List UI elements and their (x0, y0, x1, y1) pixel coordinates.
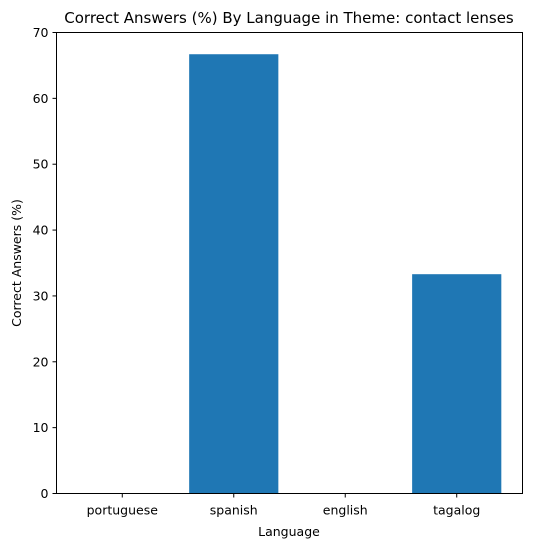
y-axis: 0 10 20 30 40 50 60 70 (33, 25, 57, 501)
y-tick-label: 20 (33, 354, 49, 369)
x-tick-label: portuguese (87, 503, 159, 518)
x-axis-label: Language (258, 524, 320, 539)
y-tick-label: 40 (33, 223, 49, 238)
x-tick-label: english (323, 503, 368, 518)
y-tick-label: 0 (41, 486, 49, 501)
y-tick-label: 70 (33, 25, 49, 40)
y-tick-label: 60 (33, 91, 49, 106)
y-tick-label: 10 (33, 420, 49, 435)
y-axis-label: Correct Answers (%) (9, 199, 24, 327)
x-tick-label: tagalog (433, 503, 480, 518)
y-tick-label: 30 (33, 288, 49, 303)
plot-frame (56, 32, 523, 494)
y-tick-label: 50 (33, 157, 49, 172)
bars-group (189, 54, 502, 494)
bar-tagalog (412, 274, 502, 494)
bar-spanish (189, 54, 279, 494)
x-axis: portuguese spanish english tagalog (87, 493, 480, 518)
chart-title: Correct Answers (%) By Language in Theme… (64, 9, 514, 27)
x-tick-label: spanish (210, 503, 258, 518)
